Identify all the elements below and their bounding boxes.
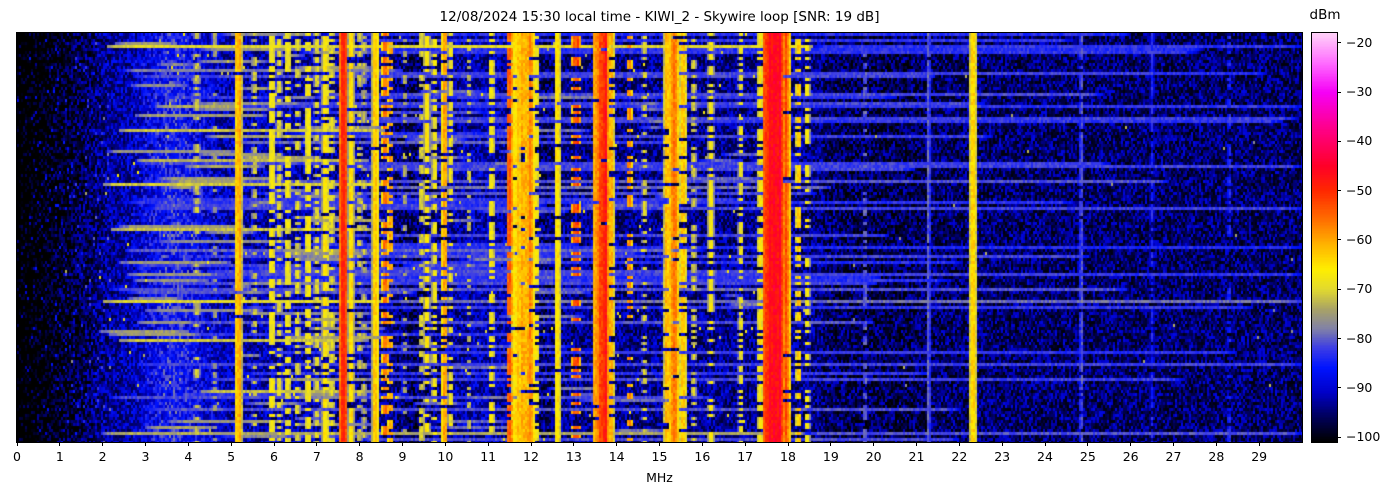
colorbar-tick-label: −50	[1346, 182, 1373, 198]
x-tick-mark	[230, 442, 232, 446]
colorbar-tick-label: −90	[1346, 379, 1373, 395]
x-tick-label: 23	[994, 449, 1011, 464]
colorbar-tick-mark	[1337, 288, 1341, 290]
x-tick-mark	[187, 442, 189, 446]
colorbar-canvas	[1312, 33, 1337, 442]
x-tick-label: 2	[98, 449, 107, 464]
x-tick-label: 9	[398, 449, 407, 464]
x-tick-label: 18	[780, 449, 796, 464]
colorbar-tick-mark	[1337, 42, 1341, 44]
x-tick-label: 26	[1122, 449, 1139, 464]
x-tick-label: 29	[1251, 449, 1268, 464]
x-tick-label: 25	[1079, 449, 1096, 464]
x-tick-mark	[316, 442, 318, 446]
x-tick-mark	[787, 442, 789, 446]
chart-title: 12/08/2024 15:30 local time - KIWI_2 - S…	[439, 9, 880, 25]
x-tick-mark	[701, 442, 703, 446]
x-tick-label: 16	[694, 449, 711, 464]
x-tick-mark	[958, 442, 960, 446]
x-tick-label: 0	[13, 449, 21, 464]
x-tick-label: 19	[822, 449, 839, 464]
colorbar-tick-mark	[1337, 387, 1341, 389]
x-tick-mark	[1215, 442, 1217, 446]
colorbar-tick-label: −40	[1346, 133, 1373, 149]
x-tick-mark	[102, 442, 104, 446]
x-tick-mark	[1087, 442, 1089, 446]
x-tick-mark	[873, 442, 875, 446]
x-tick-mark	[530, 442, 532, 446]
x-tick-label: 5	[227, 449, 236, 464]
x-tick-mark	[744, 442, 746, 446]
x-tick-label: 24	[1037, 449, 1053, 464]
x-tick-label: 1	[55, 449, 64, 464]
x-tick-label: 20	[865, 449, 882, 464]
x-tick-label: 22	[951, 449, 968, 464]
x-tick-label: 8	[355, 449, 364, 464]
spectrogram-canvas	[17, 33, 1302, 442]
x-tick-mark	[145, 442, 146, 446]
x-tick-mark	[830, 442, 832, 446]
colorbar-tick-label: −60	[1346, 231, 1373, 247]
x-tick-label: 11	[480, 449, 497, 464]
colorbar-frame	[1311, 32, 1338, 443]
x-tick-mark	[444, 442, 446, 446]
x-tick-mark	[273, 442, 275, 446]
x-tick-mark	[1001, 442, 1003, 446]
x-tick-label: 13	[565, 449, 582, 464]
x-tick-label: 7	[312, 449, 321, 464]
x-tick-mark	[1173, 442, 1174, 446]
x-tick-label: 27	[1165, 449, 1182, 464]
colorbar-tick-mark	[1337, 140, 1341, 142]
colorbar-tick-mark	[1337, 190, 1341, 192]
x-tick-label: 28	[1208, 449, 1225, 464]
x-tick-label: 15	[651, 449, 668, 464]
colorbar-title: dBm	[1309, 7, 1341, 23]
x-tick-mark	[916, 442, 917, 446]
x-tick-label: 10	[437, 449, 454, 464]
x-tick-mark	[616, 442, 618, 446]
x-tick-mark	[1258, 442, 1260, 446]
x-tick-mark	[487, 442, 489, 446]
x-tick-label: 3	[141, 449, 150, 464]
x-tick-mark	[359, 442, 361, 446]
x-tick-mark	[402, 442, 403, 446]
colorbar-tick-mark	[1337, 239, 1341, 241]
x-tick-label: 6	[270, 449, 278, 464]
colorbar-tick-label: −70	[1346, 281, 1373, 297]
x-tick-mark	[1130, 442, 1132, 446]
x-tick-mark	[1044, 442, 1046, 446]
x-tick-mark	[659, 442, 660, 446]
colorbar-tick-mark	[1337, 91, 1341, 93]
x-tick-label: 21	[908, 449, 925, 464]
colorbar-tick-label: −100	[1346, 429, 1381, 445]
x-tick-mark	[16, 442, 18, 446]
x-axis-title: MHz	[646, 470, 673, 485]
x-tick-label: 14	[608, 449, 625, 464]
x-tick-label: 12	[523, 449, 539, 464]
colorbar-tick-mark	[1337, 436, 1341, 438]
x-tick-mark	[573, 442, 575, 446]
colorbar-tick-mark	[1337, 338, 1341, 340]
plot-frame	[16, 32, 1303, 443]
colorbar-tick-label: −20	[1346, 34, 1373, 50]
x-tick-label: 17	[737, 449, 754, 464]
x-tick-label: 4	[184, 449, 193, 464]
colorbar-tick-label: −80	[1346, 330, 1373, 346]
colorbar-tick-label: −30	[1346, 84, 1373, 100]
x-tick-mark	[59, 442, 61, 446]
